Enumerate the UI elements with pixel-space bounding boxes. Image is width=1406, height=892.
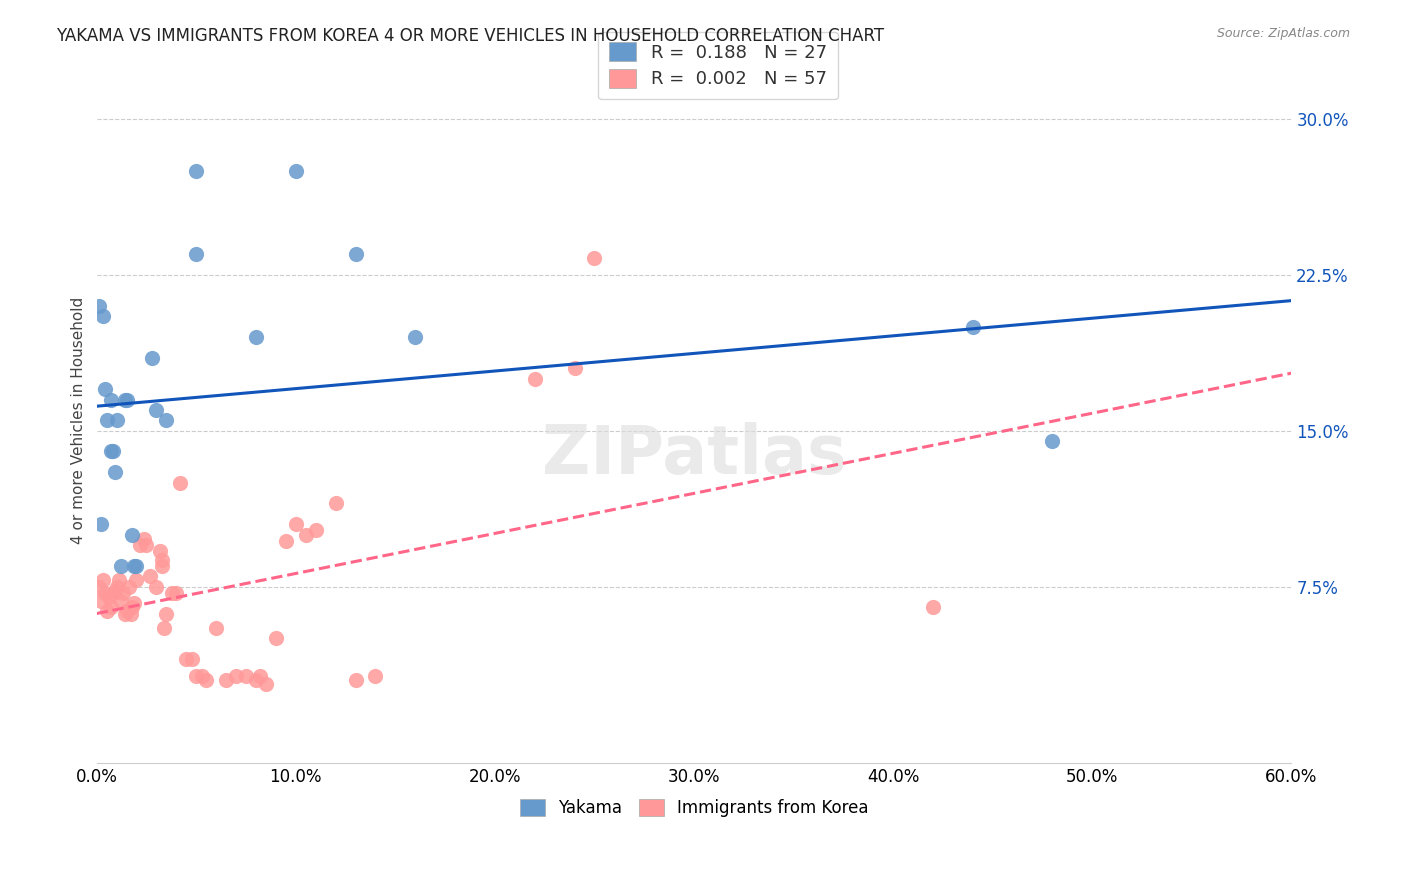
- Point: [96, 604, 118, 618]
- Point: [125, 558, 148, 573]
- Text: ZIPatlas: ZIPatlas: [541, 422, 846, 488]
- Point: [135, 538, 157, 552]
- Point: [174, 652, 197, 666]
- Point: [103, 583, 125, 598]
- Point: [105, 580, 128, 594]
- Point: [125, 574, 148, 588]
- Point: [165, 586, 187, 600]
- Point: [274, 533, 297, 548]
- Point: [962, 319, 984, 334]
- Point: [124, 558, 146, 573]
- Point: [100, 444, 122, 458]
- Text: Source: ZipAtlas.com: Source: ZipAtlas.com: [1216, 27, 1350, 40]
- Point: [162, 586, 184, 600]
- Point: [100, 392, 122, 407]
- Y-axis label: 4 or more Vehicles in Household: 4 or more Vehicles in Household: [72, 297, 86, 544]
- Point: [100, 600, 122, 615]
- Point: [101, 586, 124, 600]
- Point: [404, 330, 426, 344]
- Point: [87, 299, 110, 313]
- Point: [523, 372, 546, 386]
- Point: [101, 444, 124, 458]
- Point: [264, 632, 287, 646]
- Point: [155, 413, 177, 427]
- Point: [90, 517, 112, 532]
- Point: [115, 604, 138, 618]
- Point: [145, 580, 167, 594]
- Point: [120, 607, 142, 621]
- Point: [186, 669, 208, 683]
- Point: [364, 669, 387, 683]
- Point: [186, 247, 208, 261]
- Point: [110, 558, 132, 573]
- Point: [134, 532, 156, 546]
- Point: [150, 558, 173, 573]
- Point: [169, 475, 191, 490]
- Point: [344, 673, 367, 687]
- Point: [87, 580, 110, 594]
- Point: [294, 527, 316, 541]
- Point: [254, 677, 277, 691]
- Point: [124, 596, 146, 610]
- Point: [325, 496, 347, 510]
- Point: [245, 330, 267, 344]
- Point: [153, 621, 176, 635]
- Point: [235, 669, 257, 683]
- Point: [115, 392, 138, 407]
- Point: [564, 361, 586, 376]
- Point: [90, 594, 112, 608]
- Point: [139, 569, 162, 583]
- Point: [114, 392, 136, 407]
- Point: [305, 524, 328, 538]
- Point: [129, 538, 152, 552]
- Point: [107, 574, 129, 588]
- Point: [195, 673, 218, 687]
- Point: [284, 517, 307, 532]
- Text: YAKAMA VS IMMIGRANTS FROM KOREA 4 OR MORE VEHICLES IN HOUSEHOLD CORRELATION CHAR: YAKAMA VS IMMIGRANTS FROM KOREA 4 OR MOR…: [56, 27, 884, 45]
- Point: [91, 310, 114, 324]
- Point: [215, 673, 238, 687]
- Point: [155, 607, 177, 621]
- Legend: Yakama, Immigrants from Korea: Yakama, Immigrants from Korea: [513, 792, 875, 823]
- Point: [103, 465, 125, 479]
- Point: [117, 580, 139, 594]
- Point: [245, 673, 267, 687]
- Point: [91, 574, 114, 588]
- Point: [97, 590, 120, 604]
- Point: [110, 594, 132, 608]
- Point: [249, 669, 271, 683]
- Point: [93, 586, 115, 600]
- Point: [181, 652, 204, 666]
- Point: [284, 164, 307, 178]
- Point: [121, 527, 143, 541]
- Point: [344, 247, 367, 261]
- Point: [1042, 434, 1064, 448]
- Point: [93, 382, 115, 396]
- Point: [141, 351, 163, 365]
- Point: [225, 669, 247, 683]
- Point: [111, 586, 134, 600]
- Point: [150, 552, 173, 566]
- Point: [205, 621, 228, 635]
- Point: [186, 164, 208, 178]
- Point: [96, 413, 118, 427]
- Point: [105, 413, 128, 427]
- Point: [121, 600, 143, 615]
- Point: [583, 251, 606, 265]
- Point: [191, 669, 214, 683]
- Point: [922, 600, 945, 615]
- Point: [114, 607, 136, 621]
- Point: [149, 544, 172, 558]
- Point: [145, 403, 167, 417]
